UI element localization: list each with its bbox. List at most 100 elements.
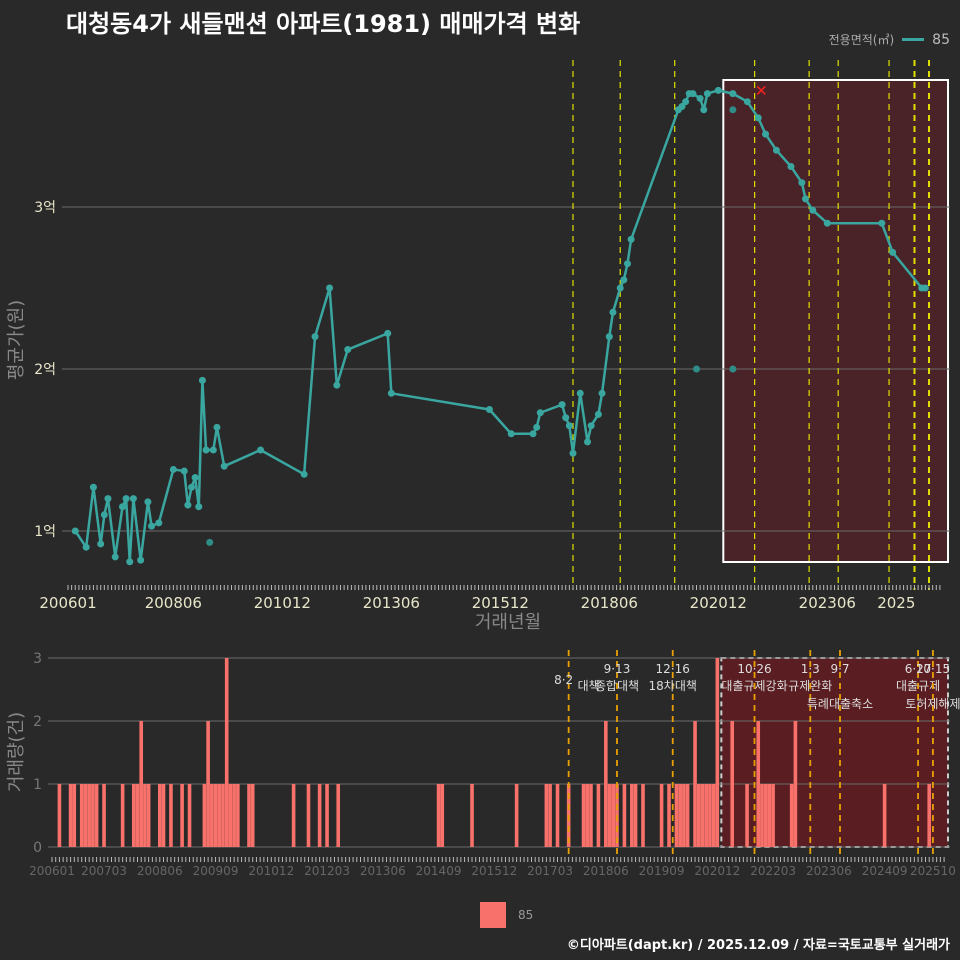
volume-bar bbox=[634, 784, 638, 847]
data-point bbox=[609, 309, 616, 316]
volume-bar bbox=[139, 721, 143, 847]
volume-bar bbox=[84, 784, 88, 847]
volume-bar bbox=[883, 784, 887, 847]
x-tick-label: 202409 bbox=[862, 864, 908, 878]
data-point bbox=[181, 468, 188, 475]
x-tick-label: 201012 bbox=[254, 594, 311, 612]
data-point bbox=[773, 147, 780, 154]
volume-bar bbox=[745, 784, 749, 847]
volume-bar bbox=[611, 784, 615, 847]
data-point bbox=[697, 95, 704, 102]
volume-bar bbox=[180, 784, 184, 847]
data-point bbox=[762, 131, 769, 138]
volume-bar bbox=[678, 784, 682, 847]
data-point bbox=[508, 430, 515, 437]
volume-bar bbox=[470, 784, 474, 847]
x-tick-label: 200806 bbox=[137, 864, 183, 878]
data-point bbox=[744, 98, 751, 105]
volume-bar bbox=[515, 784, 519, 847]
volume-bar bbox=[440, 784, 444, 847]
volume-bar bbox=[229, 784, 233, 847]
data-point bbox=[123, 495, 130, 502]
data-point bbox=[195, 503, 202, 510]
data-point bbox=[137, 557, 144, 564]
volume-bar bbox=[675, 784, 679, 847]
data-point bbox=[199, 377, 206, 384]
data-point bbox=[119, 503, 126, 510]
data-point bbox=[689, 90, 696, 97]
data-point bbox=[700, 106, 707, 113]
volume-bar bbox=[136, 784, 140, 847]
x-tick-label: 200601 bbox=[29, 864, 75, 878]
x-tick-label: 2025 bbox=[877, 594, 915, 612]
data-point bbox=[802, 195, 809, 202]
policy-name-label: 규제완화 bbox=[788, 679, 832, 693]
data-point bbox=[148, 523, 155, 530]
x-tick-label: 202012 bbox=[690, 594, 747, 612]
data-point bbox=[257, 447, 264, 454]
legend-bottom: 85 bbox=[480, 902, 533, 928]
data-point bbox=[97, 540, 104, 547]
volume-bar bbox=[730, 721, 734, 847]
volume-bar bbox=[771, 784, 775, 847]
volume-bar bbox=[236, 784, 240, 847]
x-tick-label: 201703 bbox=[527, 864, 573, 878]
volume-bar bbox=[318, 784, 322, 847]
volume-bar bbox=[768, 784, 772, 847]
data-point bbox=[388, 390, 395, 397]
data-point bbox=[213, 424, 220, 431]
policy-date-label: 12·16 bbox=[656, 662, 690, 676]
volume-bar bbox=[582, 784, 586, 847]
volume-bar bbox=[623, 784, 627, 847]
data-point bbox=[577, 390, 584, 397]
volume-bar bbox=[585, 784, 589, 847]
y-tick-label: 2억 bbox=[34, 362, 56, 378]
volume-bar bbox=[604, 721, 608, 847]
data-point bbox=[221, 463, 228, 470]
y-tick-label: 1억 bbox=[34, 524, 56, 540]
data-point bbox=[755, 114, 762, 121]
data-point bbox=[809, 207, 816, 214]
policy-date-label: 8·2 bbox=[554, 673, 573, 687]
volume-bar bbox=[641, 784, 645, 847]
volume-bar bbox=[169, 784, 173, 847]
data-point bbox=[184, 502, 191, 509]
volume-bar bbox=[225, 658, 229, 847]
legend-bar-swatch-icon bbox=[480, 902, 506, 928]
legend-bottom-label: 85 bbox=[518, 908, 533, 922]
data-point bbox=[533, 424, 540, 431]
y-tick-label: 2 bbox=[33, 714, 42, 730]
volume-bar bbox=[589, 784, 593, 847]
data-point bbox=[126, 558, 133, 565]
data-point bbox=[130, 495, 137, 502]
volume-bar bbox=[147, 784, 151, 847]
data-point bbox=[104, 495, 111, 502]
x-tick-label: 201306 bbox=[360, 864, 406, 878]
volume-bar bbox=[91, 784, 95, 847]
volume-bar bbox=[203, 784, 207, 847]
x-tick-label: 202510 bbox=[910, 864, 956, 878]
data-point bbox=[798, 179, 805, 186]
x-tick-label: 201203 bbox=[304, 864, 350, 878]
y-tick-label: 1 bbox=[33, 777, 42, 793]
data-point bbox=[559, 401, 566, 408]
policy-date-label: 9·7 bbox=[830, 662, 849, 676]
data-point bbox=[787, 163, 794, 170]
x-tick-label: 200703 bbox=[81, 864, 127, 878]
data-point bbox=[682, 98, 689, 105]
policy-date-label: 1·3 bbox=[801, 662, 820, 676]
policy-date-label: 10·26 bbox=[737, 662, 771, 676]
data-point bbox=[301, 471, 308, 478]
volume-bar bbox=[608, 784, 612, 847]
outlier-point bbox=[206, 539, 213, 546]
volume-bar bbox=[764, 784, 768, 847]
volume-bar bbox=[132, 784, 136, 847]
data-point bbox=[537, 409, 544, 416]
data-point bbox=[144, 498, 151, 505]
volume-bar bbox=[701, 784, 705, 847]
x-tick-label: 202306 bbox=[799, 594, 856, 612]
x-tick-label: 201512 bbox=[471, 864, 517, 878]
volume-bar bbox=[217, 784, 221, 847]
data-point bbox=[188, 484, 195, 491]
volume-bar bbox=[158, 784, 162, 847]
